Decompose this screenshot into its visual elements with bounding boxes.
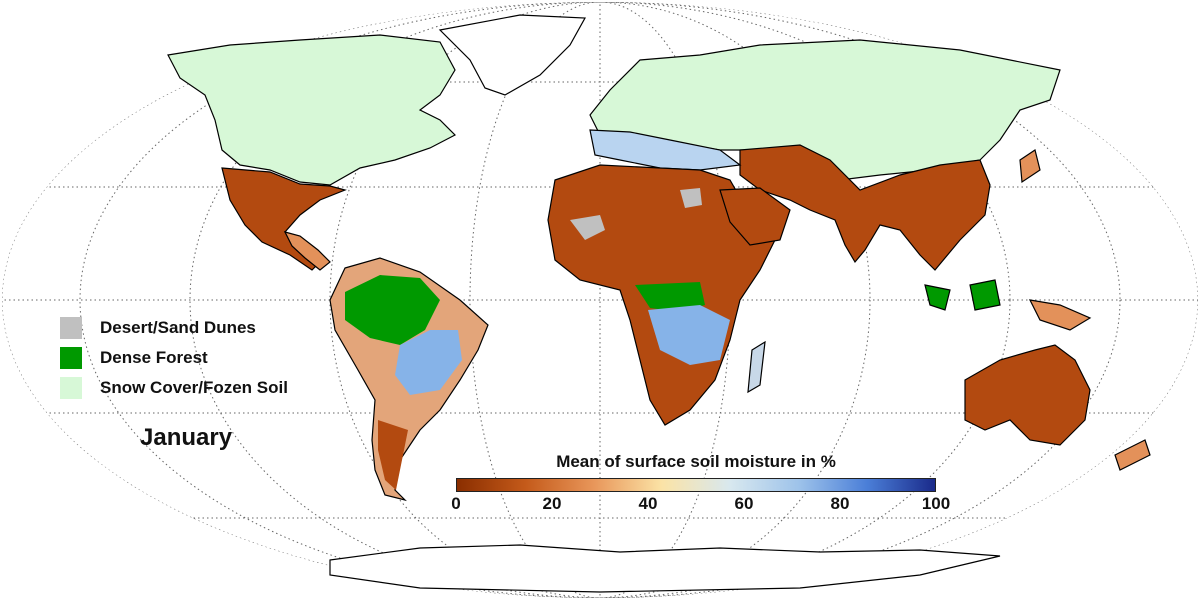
colorbar-tick-0: 0 [451,494,461,513]
greenland [438,14,586,96]
north-america-snow [167,34,457,186]
eurasia [589,39,1061,271]
southeast-asia-islands [924,279,1092,331]
month-label: January [140,424,233,451]
new-zealand [1114,439,1151,471]
legend-swatch-desert [60,317,82,339]
sahara-desert-1 [570,215,605,240]
legend-swatch-snow [60,377,82,399]
europe-wet [589,129,742,171]
colorbar-tick-80: 80 [830,494,850,513]
south-africa-wet [648,305,730,365]
north-america [167,34,457,271]
colorbar-title: Mean of surface soil moisture in % [556,452,836,471]
brazil-wet [395,330,462,395]
amazon-forest [345,275,440,345]
madagascar [747,340,766,394]
colorbar-tick-60: 60 [734,494,754,513]
legend-item-desert: Desert/Sand Dunes [60,316,256,340]
legend-item-snow: Snow Cover/Fozen Soil [60,376,288,400]
south-america [329,257,489,502]
colorbar-tick-100: 100 [921,494,951,513]
congo-forest [635,282,705,312]
africa [547,164,776,426]
colorbar-tick-40: 40 [638,494,658,513]
colorbar-tick-20: 20 [542,494,562,513]
legend-label-desert: Desert/Sand Dunes [100,318,256,337]
arabian-peninsula [719,187,791,246]
patagonia-dry [378,420,408,490]
asia-dry [739,144,991,271]
antarctica [329,544,1001,593]
japan [1019,149,1041,184]
legend-label-forest: Dense Forest [100,348,208,367]
central-america [283,231,331,271]
legend-item-forest: Dense Forest [60,346,208,370]
sahara-desert-2 [680,188,702,208]
legend-swatch-forest [60,347,82,369]
australia [964,344,1091,446]
legend-label-snow: Snow Cover/Fozen Soil [100,378,288,397]
colorbar [456,478,936,492]
